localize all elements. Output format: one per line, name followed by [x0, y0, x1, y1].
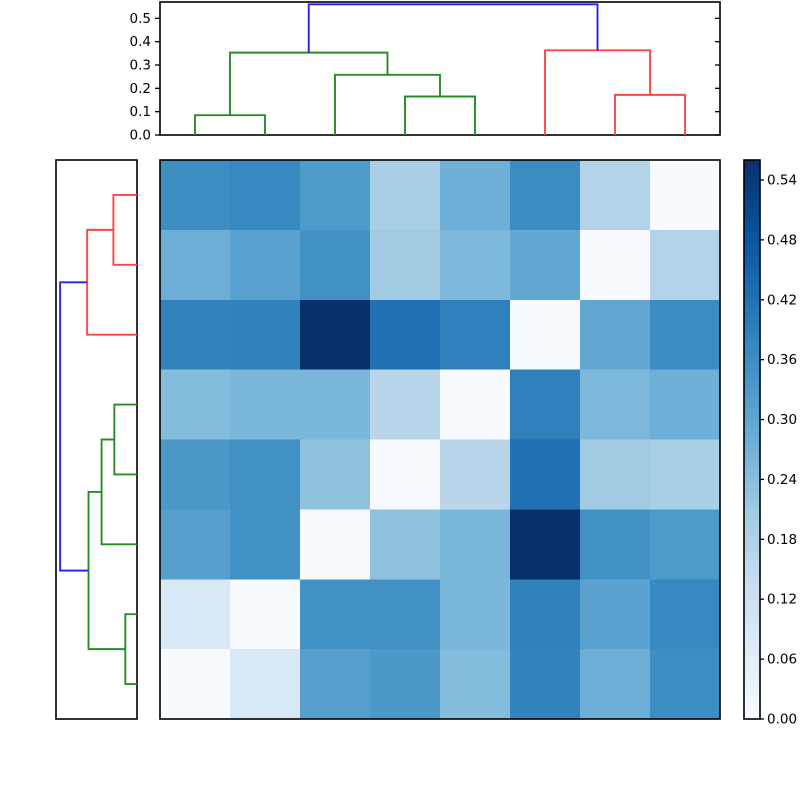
heatmap-cell-r6c3: [300, 509, 371, 580]
heatmap-cell-r4c8: [650, 369, 721, 441]
heatmap-cell-r2c7: [580, 229, 651, 301]
heatmap-cell-r8c7: [580, 649, 651, 720]
heatmap-cell-r2c6: [510, 229, 581, 301]
top-axis-tick-label: 0.1: [130, 104, 151, 120]
heatmap-cell-r5c1: [160, 439, 231, 510]
heatmap-cell-r7c3: [300, 579, 371, 650]
heatmap-cell-r3c3: [300, 299, 371, 371]
colorbar-tick-label: 0.42: [767, 292, 797, 308]
heatmap-cell-r7c6: [510, 579, 581, 650]
heatmap-cell-r4c5: [440, 369, 511, 441]
colorbar-frame: [743, 159, 761, 720]
top-axis-tick-label: 0.5: [130, 11, 151, 27]
heatmap-cell-r5c5: [440, 439, 511, 510]
colorbar-tick-label: 0.00: [767, 712, 797, 728]
heatmap-cell-r1c4: [370, 160, 441, 231]
dendrogram-link-blue: [307, 3, 599, 53]
left-dendrogram: [55, 159, 138, 720]
heatmap-cell-r2c8: [650, 229, 721, 301]
heatmap-cell-r4c4: [370, 369, 441, 441]
heatmap: [159, 159, 721, 720]
heatmap-cell-r6c5: [440, 509, 511, 580]
heatmap-cell-r3c7: [580, 299, 651, 371]
heatmap-cell-r3c1: [160, 299, 231, 371]
top-axis-tick-label: 0.3: [130, 58, 151, 74]
heatmap-cell-r1c1: [160, 160, 231, 231]
heatmap-frame: [159, 159, 721, 720]
heatmap-cell-r7c8: [650, 579, 721, 650]
colorbar-tick-label: 0.24: [767, 472, 797, 488]
top-dendrogram-frame: [159, 1, 721, 136]
heatmap-cell-r1c3: [300, 160, 371, 231]
heatmap-cell-r8c2: [230, 649, 301, 720]
heatmap-cell-r2c2: [230, 229, 301, 301]
heatmap-cell-r1c5: [440, 160, 511, 231]
heatmap-cell-r5c3: [300, 439, 371, 510]
heatmap-cell-r7c7: [580, 579, 651, 650]
colorbar-tick-label: 0.18: [767, 532, 797, 548]
heatmap-cell-r1c6: [510, 160, 581, 231]
heatmap-cell-r4c2: [230, 369, 301, 441]
heatmap-cell-r4c6: [510, 369, 581, 441]
heatmap-cell-r2c5: [440, 229, 511, 301]
heatmap-cell-r7c1: [160, 579, 231, 650]
colorbar-tick-label: 0.54: [767, 172, 797, 188]
heatmap-cell-r3c4: [370, 299, 441, 371]
heatmap-cell-r5c2: [230, 439, 301, 510]
heatmap-cell-r6c1: [160, 509, 231, 580]
heatmap-cell-r5c4: [370, 439, 441, 510]
heatmap-cell-r8c6: [510, 649, 581, 720]
heatmap-cell-r6c6: [510, 509, 581, 580]
heatmap-cell-r8c3: [300, 649, 371, 720]
heatmap-cell-r5c8: [650, 439, 721, 510]
colorbar-tick-label: 0.12: [767, 592, 797, 608]
heatmap-cell-r2c4: [370, 229, 441, 301]
heatmap-cell-r1c2: [230, 160, 301, 231]
heatmap-cell-r6c8: [650, 509, 721, 580]
colorbar: 0.00 0.06 0.12 0.18 0.24 0.30 0.36 0.42 0.48 0.54: [743, 159, 797, 728]
colorbar-tick-label: 0.48: [767, 232, 797, 248]
heatmap-cell-r5c6: [510, 439, 581, 510]
colorbar-tick-label: 0.30: [767, 412, 797, 428]
heatmap-cell-r5c7: [580, 439, 651, 510]
heatmap-cell-r3c2: [230, 299, 301, 371]
colorbar-tick-label: 0.36: [767, 352, 797, 368]
heatmap-cell-r6c2: [230, 509, 301, 580]
heatmap-cell-r2c3: [300, 229, 371, 301]
heatmap-cell-r4c7: [580, 369, 651, 441]
heatmap-cell-r1c7: [580, 160, 651, 231]
left-dendrogram-frame: [55, 159, 138, 720]
top-axis-tick-label: 0.4: [130, 34, 151, 50]
heatmap-cell-r6c4: [370, 509, 441, 580]
heatmap-cell-r4c1: [160, 369, 231, 441]
dendrogram-link-blue: [59, 281, 89, 572]
heatmap-cell-r3c8: [650, 299, 721, 371]
heatmap-cell-r3c6: [510, 299, 581, 371]
heatmap-cell-r8c5: [440, 649, 511, 720]
top-axis-tick-label: 0.2: [130, 81, 151, 97]
heatmap-cell-r4c3: [300, 369, 371, 441]
top-dendrogram: 0.0 0.1 0.2 0.3 0.4 0.5: [130, 1, 721, 144]
heatmap-cell-r7c4: [370, 579, 441, 650]
heatmap-cell-r8c4: [370, 649, 441, 720]
heatmap-cell-r8c8: [650, 649, 721, 720]
heatmap-cell-r2c1: [160, 229, 231, 301]
heatmap-cell-r7c5: [440, 579, 511, 650]
heatmap-cell-r6c7: [580, 509, 651, 580]
colorbar-gradient: [744, 160, 760, 719]
heatmap-cell-r3c5: [440, 299, 511, 371]
heatmap-cell-r7c2: [230, 579, 301, 650]
top-axis-tick-label: 0.0: [130, 128, 151, 144]
colorbar-tick-label: 0.06: [767, 652, 797, 668]
heatmap-cell-r8c1: [160, 649, 231, 720]
heatmap-cell-r1c8: [650, 160, 721, 231]
